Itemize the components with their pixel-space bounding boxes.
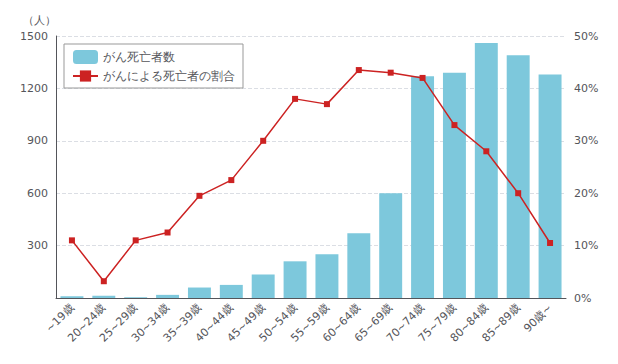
svg-text:80~84歳: 80~84歳 [447,301,491,345]
svg-text:40~44歳: 40~44歳 [192,301,236,345]
svg-text:25~29歳: 25~29歳 [97,301,141,345]
svg-text:45~49歳: 45~49歳 [224,301,268,345]
svg-text:~19歳: ~19歳 [43,301,77,335]
svg-text:0%: 0% [574,292,591,305]
svg-text:60~64歳: 60~64歳 [320,301,364,345]
svg-text:900: 900 [27,134,48,147]
svg-text:50~54歳: 50~54歳 [256,301,300,345]
svg-text:75~79歳: 75~79歳 [415,301,459,345]
svg-text:300: 300 [27,239,48,252]
svg-text:90歳~: 90歳~ [521,301,554,334]
svg-text:がん死亡者数: がん死亡者数 [103,50,175,64]
svg-text:（人）: （人） [23,14,56,27]
svg-text:がんによる死亡者の割合: がんによる死亡者の割合 [103,69,235,83]
svg-text:35~39歳: 35~39歳 [160,301,204,345]
svg-text:65~69歳: 65~69歳 [352,301,396,345]
svg-text:85~89歳: 85~89歳 [480,301,523,344]
svg-text:10%: 10% [574,239,598,252]
svg-text:1500: 1500 [20,30,48,43]
svg-text:70~74歳: 70~74歳 [383,301,428,345]
svg-text:600: 600 [27,187,48,200]
svg-text:40%: 40% [574,82,598,95]
svg-text:1200: 1200 [20,82,48,95]
svg-text:30~34歳: 30~34歳 [128,301,173,345]
svg-text:55~59歳: 55~59歳 [288,301,332,345]
svg-text:50%: 50% [574,30,598,43]
svg-text:30%: 30% [574,134,598,147]
svg-text:20~24歳: 20~24歳 [65,301,109,345]
svg-text:20%: 20% [574,187,598,200]
